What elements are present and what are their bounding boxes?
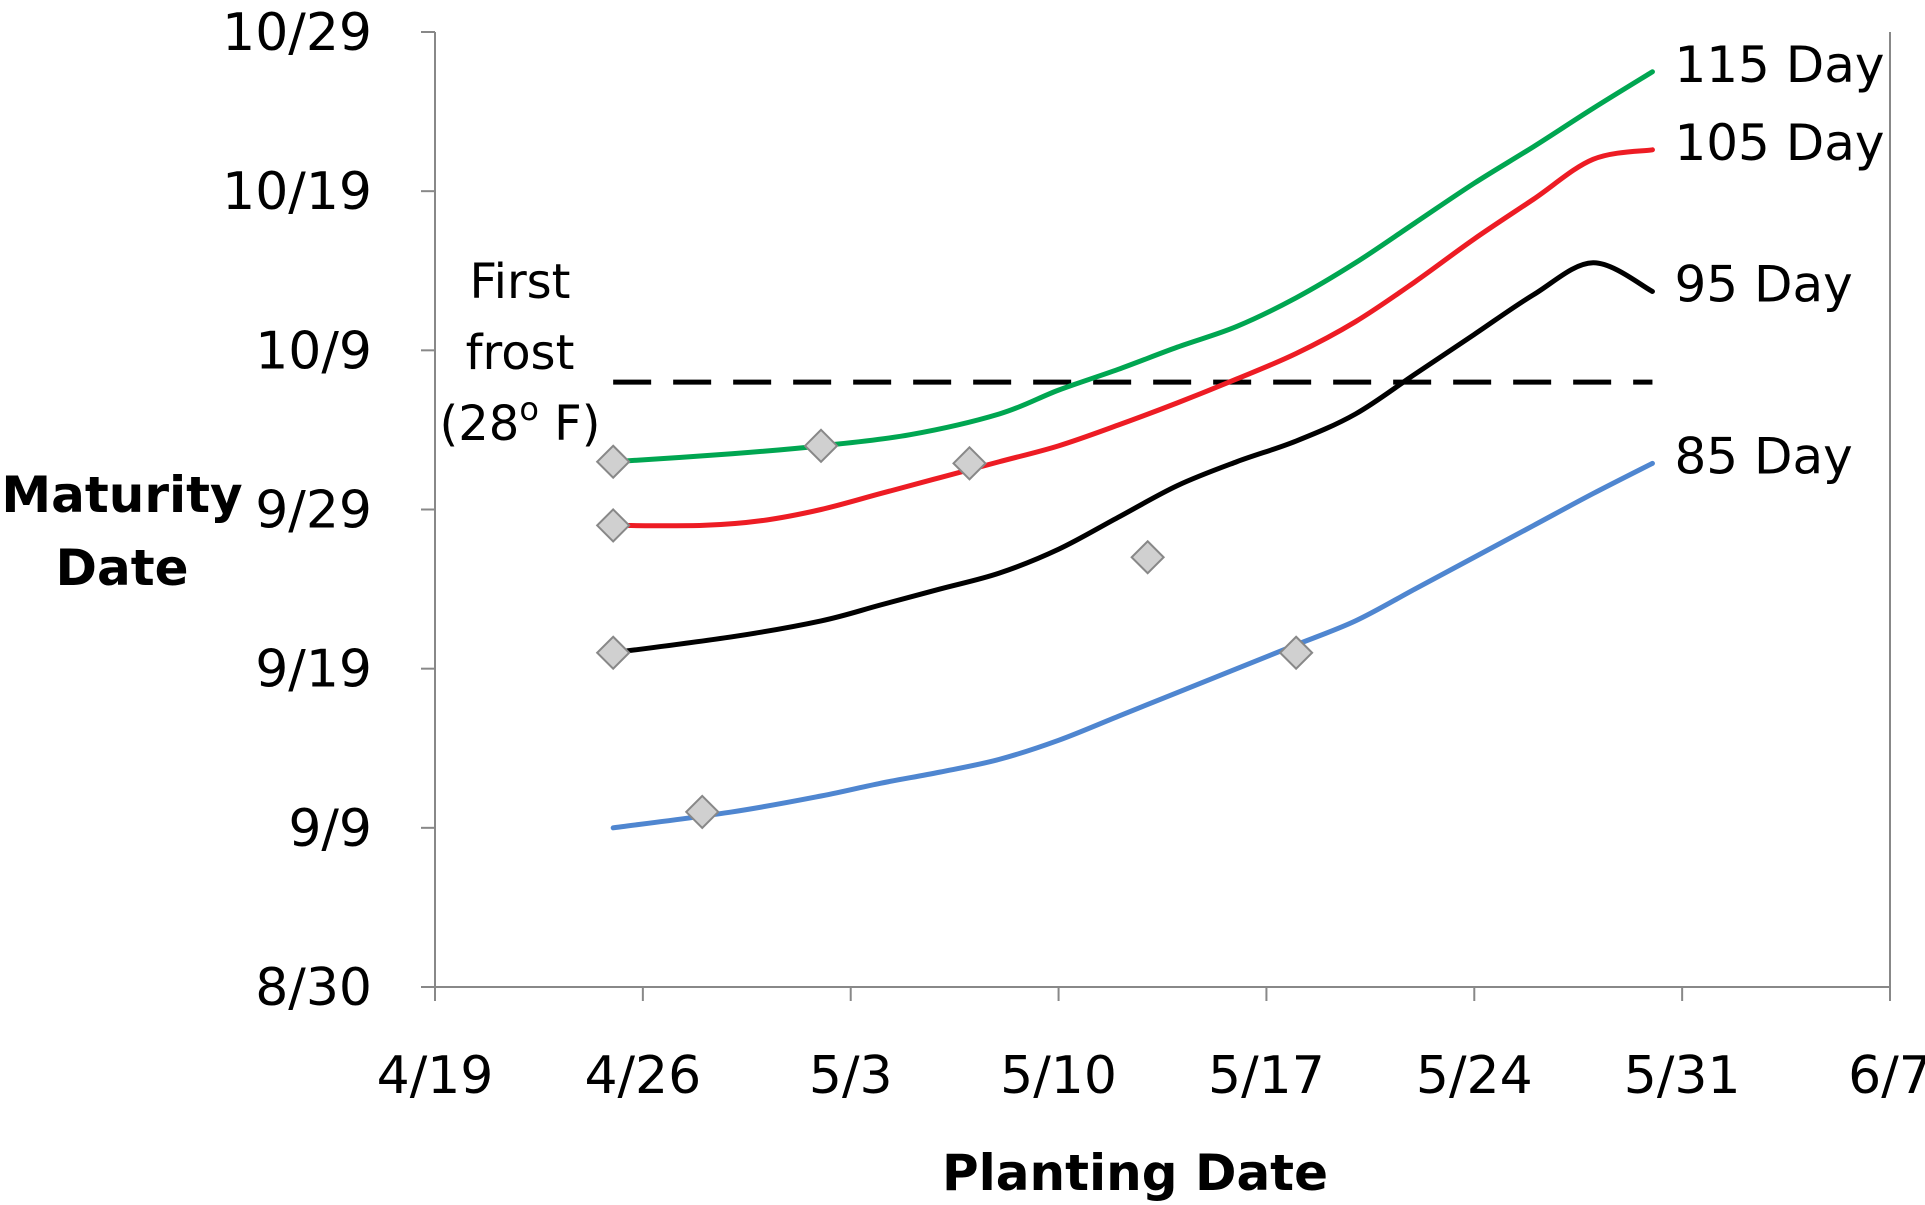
series-marker-85-day — [684, 794, 720, 830]
y-tick-label: 9/19 — [255, 640, 372, 700]
series-marker-95-day — [1130, 539, 1166, 575]
series-marker-105-day — [595, 508, 631, 543]
series-labels: 115 Day 105 Day 95 Day 85 Day — [1674, 36, 1884, 486]
series-markers — [595, 428, 1314, 830]
y-tick-label: 9/29 — [255, 481, 372, 541]
axis-titles: Planting Date Maturity Date — [1, 466, 1328, 1202]
x-tick-label: 6/7 — [1848, 1046, 1925, 1106]
y-axis-title-line-1: Maturity — [1, 466, 242, 524]
first-frost-label-line-1: First — [469, 254, 570, 310]
y-ticks: 8/30 9/9 9/19 9/29 10/9 10/19 10/29 — [222, 3, 435, 1018]
first-frost-reference: First frost (28o F) — [440, 254, 1653, 452]
x-tick-label: 4/19 — [377, 1046, 494, 1106]
y-tick-label: 8/30 — [255, 958, 372, 1018]
series-line-95-day — [610, 260, 1655, 656]
series-label-105-day: 105 Day — [1674, 114, 1884, 172]
x-tick-label: 5/24 — [1416, 1046, 1533, 1106]
series-label-85-day: 85 Day — [1674, 427, 1852, 485]
x-tick-label: 5/3 — [809, 1046, 893, 1106]
y-axis-title-line-2: Date — [55, 539, 188, 597]
series-marker-115-day — [595, 444, 631, 480]
y-tick-label: 10/9 — [255, 321, 372, 381]
series-marker-105-day — [952, 445, 987, 481]
x-tick-label: 4/26 — [584, 1046, 701, 1106]
series-marker-85-day — [1278, 635, 1314, 671]
x-tick-label: 5/31 — [1624, 1046, 1741, 1106]
y-tick-label: 10/29 — [222, 3, 372, 63]
x-tick-label: 5/10 — [1000, 1046, 1117, 1106]
y-tick-label: 10/19 — [222, 162, 372, 222]
series-lines — [610, 69, 1655, 831]
series-label-95-day: 95 Day — [1674, 255, 1852, 313]
first-frost-label-line-2: frost — [466, 325, 575, 381]
first-frost-label-line-3: (28o F) — [440, 390, 601, 452]
series-line-105-day — [610, 147, 1655, 529]
series-marker-95-day — [595, 635, 631, 671]
series-line-85-day — [610, 460, 1655, 831]
series-label-115-day: 115 Day — [1674, 36, 1884, 94]
x-ticks: 4/19 4/26 5/3 5/10 5/17 5/24 5/31 6/7 — [377, 987, 1925, 1106]
y-tick-label: 9/9 — [288, 799, 372, 859]
series-line-115-day — [610, 69, 1655, 465]
plot-frame — [434, 32, 1891, 988]
x-axis-title: Planting Date — [942, 1144, 1328, 1202]
series-marker-115-day — [803, 428, 839, 464]
x-tick-label: 5/17 — [1208, 1046, 1325, 1106]
